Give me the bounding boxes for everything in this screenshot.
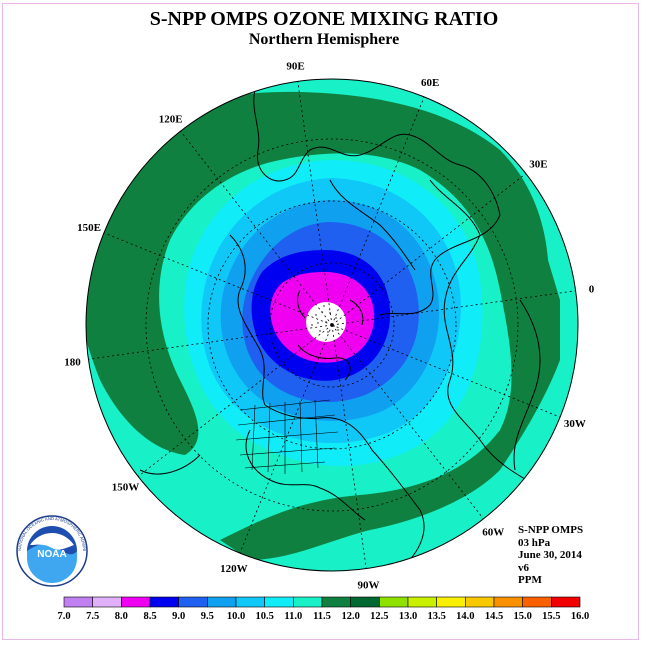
- scale-swatch: [63, 596, 93, 608]
- map-title: S-NPP OMPS OZONE MIXING RATIO: [149, 8, 499, 30]
- meridian-line: [331, 324, 367, 569]
- longitude-label: 30W: [564, 418, 586, 430]
- scale-swatch: [92, 596, 122, 608]
- meridian-line: [331, 96, 425, 326]
- parallel-circle: [145, 138, 519, 512]
- longitude-label: 60E: [421, 77, 439, 89]
- scale-tick-label: 16.0: [571, 611, 589, 622]
- meridian-line: [331, 290, 576, 326]
- ozone-band-11-5: [86, 91, 560, 560]
- meridian-line: [103, 232, 333, 326]
- meridian-line: [137, 324, 333, 477]
- longitude-label: 120E: [159, 114, 183, 126]
- scale-swatch: [551, 596, 581, 608]
- longitude-label: 30E: [529, 159, 547, 171]
- longitude-label: 180: [64, 356, 81, 368]
- scale-tick-label: 10.5: [255, 611, 273, 622]
- scale-tick-label: 15.0: [513, 611, 531, 622]
- parallel-circle: [269, 262, 395, 388]
- meridian-line: [331, 324, 561, 418]
- scale-tick-label: 14.0: [456, 611, 474, 622]
- coastlines: [139, 89, 561, 566]
- longitude-label: 90W: [357, 579, 379, 591]
- meridian-line: [239, 324, 333, 554]
- scale-swatch: [465, 596, 495, 608]
- map-boundary: [85, 78, 579, 572]
- longitude-label: 60W: [482, 526, 504, 538]
- map-subtitle: Northern Hemisphere: [248, 31, 400, 48]
- longitude-label: 150W: [112, 481, 140, 493]
- meridian-line: [331, 324, 484, 520]
- longitude-label: 120W: [220, 563, 248, 575]
- scale-tick-label: 13.5: [427, 611, 445, 622]
- info-block: S-NPP OMPS 03 hPa June 30, 2014 v6 PPM: [518, 524, 583, 587]
- scale-swatch: [379, 596, 409, 608]
- scale-tick-label: 9.5: [201, 611, 214, 622]
- scale-tick-label: 8.5: [143, 611, 156, 622]
- scale-swatch: [121, 596, 151, 608]
- meridian-line: [180, 130, 333, 326]
- longitude-label: 150E: [77, 222, 101, 234]
- scale-swatch: [178, 596, 208, 608]
- scale-swatch: [407, 596, 437, 608]
- scale-swatch: [350, 596, 380, 608]
- scale-tick-label: 8.0: [115, 611, 128, 622]
- longitude-label: 90E: [286, 61, 304, 73]
- scale-tick-label: 10.0: [227, 611, 245, 622]
- scale-tick-label: 12.0: [341, 611, 359, 622]
- graticule: [88, 81, 576, 569]
- scale-swatch: [493, 596, 523, 608]
- scale-swatch: [522, 596, 552, 608]
- scale-swatch: [264, 596, 294, 608]
- scale-tick-label: 14.5: [485, 611, 503, 622]
- meridian-line: [88, 324, 333, 360]
- scale-tick-label: 13.0: [399, 611, 417, 622]
- scale-tick-label: 12.5: [370, 611, 388, 622]
- us-state-borders: [235, 399, 339, 474]
- scale-swatch: [235, 596, 265, 608]
- meridian-line: [331, 173, 527, 326]
- scale-tick-label: 7.5: [86, 611, 99, 622]
- scale-swatch: [436, 596, 466, 608]
- info-units: PPM: [518, 574, 542, 586]
- scale-tick-label: 11.5: [313, 611, 331, 622]
- scale-swatch: [207, 596, 237, 608]
- scale-tick-label: 11.0: [284, 611, 302, 622]
- info-date: June 30, 2014: [518, 549, 582, 561]
- info-version: v6: [518, 561, 529, 574]
- scale-tick-label: 15.5: [542, 611, 560, 622]
- info-level: 03 hPa: [518, 536, 551, 549]
- figure-frame: [2, 3, 639, 640]
- meridian-line: [297, 81, 333, 326]
- scale-swatch: [321, 596, 351, 608]
- longitude-labels: 90E 60E 30E 0 30W 60W 90W 120W 150W 180 150E 120E: [64, 61, 594, 592]
- scale-swatch: [293, 596, 323, 608]
- info-instrument: S-NPP OMPS: [518, 524, 584, 536]
- scale-swatch: [149, 596, 179, 608]
- parallel-circle: [207, 200, 457, 450]
- scale-tick-label: 7.0: [57, 611, 70, 622]
- scale-tick-label: 9.0: [172, 611, 185, 622]
- longitude-label: 0: [589, 284, 595, 296]
